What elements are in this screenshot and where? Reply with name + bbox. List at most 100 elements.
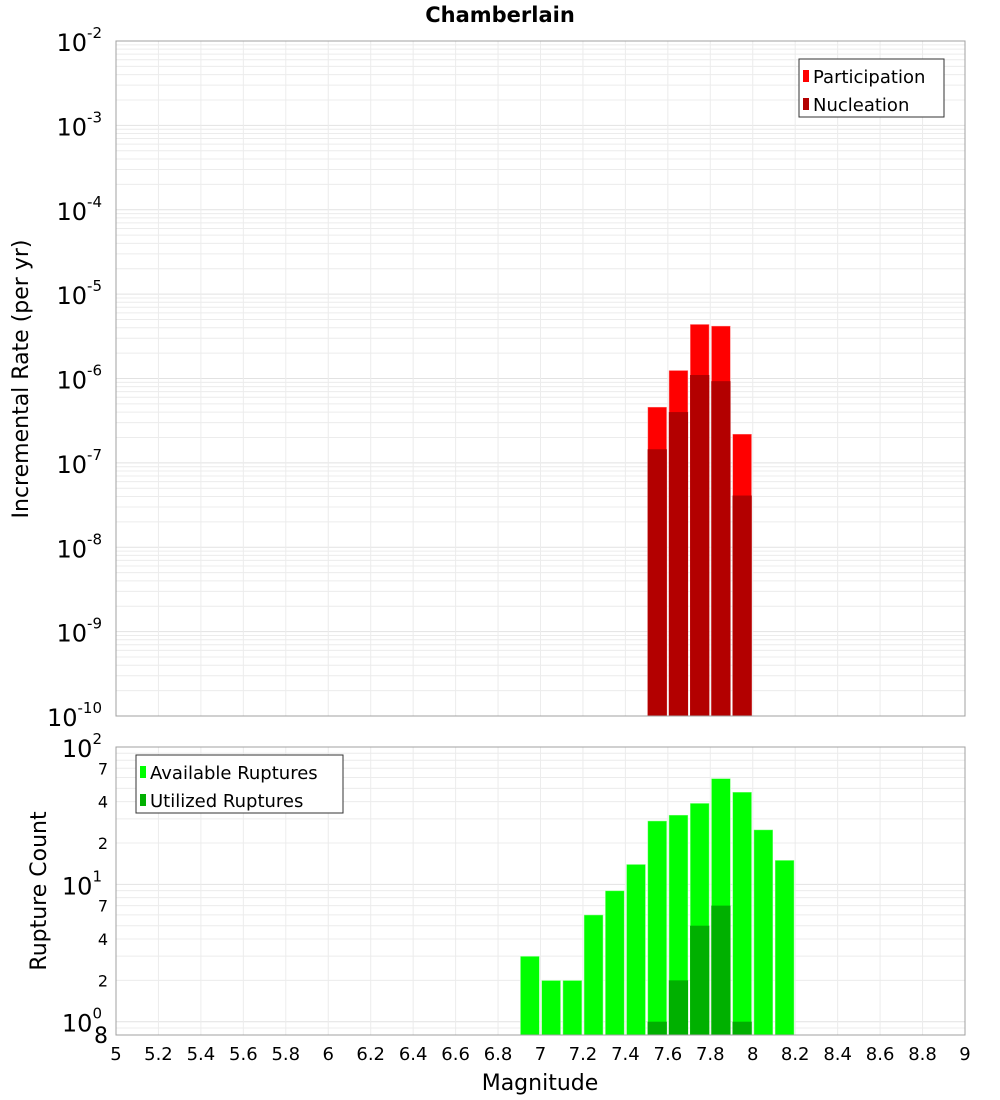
x-tick-label: 7 <box>535 1044 546 1065</box>
tick-base: 10 <box>56 620 87 648</box>
tick-base: 4 <box>98 930 108 949</box>
x-tick-label: 5 <box>110 1044 121 1065</box>
x-tick-label: 6 <box>323 1044 334 1065</box>
tick-exponent: -3 <box>87 108 102 126</box>
tick-base: 4 <box>98 793 108 812</box>
bottom-y-tick-label: 7 <box>98 759 108 778</box>
legend-label: Available Ruptures <box>150 763 318 784</box>
tick-exponent: -2 <box>87 24 102 42</box>
x-tick-label: 7.2 <box>569 1044 598 1065</box>
bottom-bar-available-ruptures <box>732 791 753 1036</box>
x-tick-label: 8.4 <box>823 1044 852 1065</box>
tick-base: 7 <box>98 897 108 916</box>
x-tick-label: 8.2 <box>781 1044 810 1065</box>
tick-base: 10 <box>56 282 87 310</box>
top-y-tick-label: 10-5 <box>56 277 102 310</box>
chart-title: Chamberlain <box>425 3 575 27</box>
bottom-y-tick-label: 101 <box>62 867 102 900</box>
top-y-tick-label: 10-2 <box>56 24 102 57</box>
bottom-bar-available-ruptures <box>519 955 541 1036</box>
top-y-tick-label: 10-3 <box>56 108 102 141</box>
x-tick-label: 5.6 <box>229 1044 258 1065</box>
bottom-y-tick-label: 8 <box>94 1024 108 1049</box>
bottom-bar-utilized-ruptures <box>711 905 731 1035</box>
x-tick-label: 8.6 <box>866 1044 895 1065</box>
bottom-plot-border <box>115 746 966 1036</box>
tick-base: 10 <box>62 872 93 900</box>
tick-exponent: -9 <box>87 615 102 633</box>
top-bar-nucleation <box>668 412 689 716</box>
x-tick-label: 5.8 <box>271 1044 300 1065</box>
bottom-y-tick-label: 102 <box>62 730 102 763</box>
tick-exponent: -8 <box>87 530 102 548</box>
legend-swatch <box>140 794 146 806</box>
x-tick-label: 6.6 <box>441 1044 470 1065</box>
bottom-bar-available-ruptures <box>647 820 668 1036</box>
bottom-bar-utilized-ruptures <box>668 980 689 1035</box>
top-y-tick-label: 10-8 <box>56 530 102 563</box>
top-legend: Participation Nucleation <box>798 58 945 118</box>
bottom-legend: Available Ruptures Utilized Ruptures <box>135 754 344 814</box>
bottom-y-axis-label: Rupture Count <box>27 811 52 971</box>
tick-exponent: 1 <box>92 867 102 885</box>
bottom-bar-available-ruptures <box>625 863 647 1036</box>
bottom-bar-available-ruptures <box>562 979 583 1036</box>
tick-base: 7 <box>98 759 108 778</box>
top-y-tick-label: 10-10 <box>47 699 102 732</box>
top-y-tick-label: 10-4 <box>56 193 102 226</box>
top-bar-nucleation <box>647 449 667 716</box>
tick-exponent: -5 <box>87 277 102 295</box>
tick-base: 8 <box>94 1024 108 1049</box>
legend-swatch <box>803 98 809 110</box>
tick-base: 10 <box>56 198 87 226</box>
bottom-y-tick-label: 4 <box>98 793 108 812</box>
legend-label: Utilized Ruptures <box>150 791 303 812</box>
bottom-y-tick-label: 4 <box>98 930 108 949</box>
bottom-bar-utilized-ruptures <box>690 925 710 1035</box>
x-tick-label: 9 <box>959 1044 970 1065</box>
tick-base: 10 <box>47 704 78 732</box>
tick-base: 2 <box>98 971 108 990</box>
bottom-bar-available-ruptures <box>753 829 774 1036</box>
bottom-y-tick-label: 2 <box>98 971 108 990</box>
top-legend-box <box>798 58 945 118</box>
x-tick-label: 5.2 <box>144 1044 173 1065</box>
top-y-tick-label: 10-7 <box>56 446 102 479</box>
top-bar-nucleation <box>732 495 752 716</box>
x-tick-label: 8.8 <box>908 1044 937 1065</box>
tick-base: 10 <box>56 451 87 479</box>
tick-exponent: 2 <box>92 730 102 748</box>
top-y-tick-label: 10-6 <box>56 362 102 395</box>
bottom-bar-available-ruptures <box>774 859 795 1036</box>
x-tick-label: 5.4 <box>187 1044 216 1065</box>
tick-base: 2 <box>98 834 108 853</box>
bottom-bar-available-ruptures <box>604 890 625 1036</box>
bottom-y-tick-label: 100 <box>62 1005 102 1038</box>
bottom-bar-utilized-ruptures <box>732 1021 752 1035</box>
top-y-tick-label: 10-9 <box>56 615 102 648</box>
tick-exponent: -6 <box>87 362 102 380</box>
tick-exponent: 0 <box>92 1005 102 1023</box>
tick-exponent: -10 <box>78 699 103 717</box>
tick-base: 10 <box>62 735 93 763</box>
legend-swatch <box>140 766 146 778</box>
x-tick-label: 7.6 <box>654 1044 683 1065</box>
bottom-y-tick-label: 7 <box>98 897 108 916</box>
tick-base: 10 <box>56 113 87 141</box>
tick-base: 10 <box>56 367 87 395</box>
bottom-y-tick-label: 2 <box>98 834 108 853</box>
tick-base: 10 <box>56 535 87 563</box>
bottom-bar-utilized-ruptures <box>647 1021 667 1035</box>
top-bar-nucleation <box>711 381 731 716</box>
x-axis-label: Magnitude <box>482 1071 599 1096</box>
bottom-legend-box <box>135 754 344 814</box>
top-y-axis-label: Incremental Rate (per yr) <box>9 240 34 519</box>
tick-base: 10 <box>62 1010 93 1038</box>
bottom-bar-available-ruptures <box>541 979 562 1036</box>
x-tick-label: 6.2 <box>356 1044 385 1065</box>
tick-exponent: -7 <box>87 446 102 464</box>
x-tick-label: 8 <box>747 1044 758 1065</box>
legend-label: Participation <box>813 67 925 88</box>
x-tick-label: 7.8 <box>696 1044 725 1065</box>
